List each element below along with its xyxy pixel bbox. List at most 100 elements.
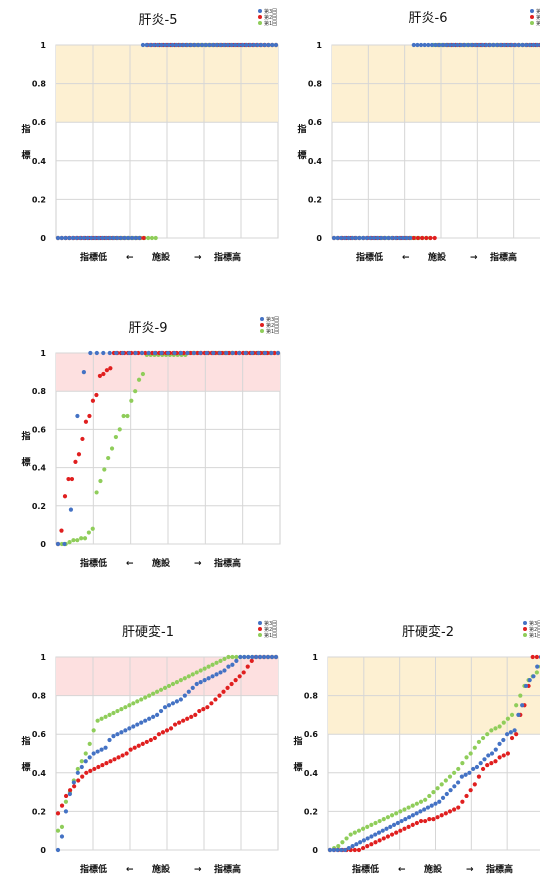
data-point-2 [472,782,477,787]
data-point-1 [144,42,149,48]
data-point-3 [352,830,357,835]
data-point-3 [94,490,99,495]
data-point-1 [115,235,120,241]
data-point-3 [336,844,341,849]
data-point-2 [447,809,453,814]
legend-label: 第3回 [529,620,540,627]
data-point-1 [89,235,94,241]
chart-title: 肝炎-5 [139,13,178,28]
legend-label: 第3回 [264,8,277,15]
data-point-1 [151,42,157,48]
data-point-2 [476,774,482,779]
data-point-2 [414,820,419,826]
data-point-1 [418,42,424,48]
y-axis-label: 標 [297,149,306,161]
legend-label: 第1回 [536,20,540,27]
data-point-1 [265,654,271,660]
data-point-1 [135,722,140,727]
data-point-1 [395,820,400,826]
legend-label: 第1回 [264,632,277,639]
data-point-2 [97,373,103,379]
data-point-2 [439,813,444,818]
data-point-3 [423,797,428,802]
data-point-3 [505,716,511,721]
data-point-1 [447,42,453,48]
data-point-3 [79,759,84,764]
data-point-3 [202,666,207,671]
data-point-1 [222,668,227,673]
data-point-2 [381,836,386,841]
data-point-1 [87,755,92,760]
data-point-3 [131,701,136,706]
data-point-3 [472,745,477,750]
data-point-2 [152,735,157,741]
data-point-3 [75,766,80,772]
data-point-1 [165,350,171,356]
data-point-1 [382,235,387,241]
data-point-1 [502,42,507,48]
data-point-3 [460,761,465,766]
data-point-1 [158,708,164,714]
data-point-1 [250,654,255,660]
data-point-2 [164,728,170,733]
legend-marker [530,15,534,19]
data-point-1 [456,780,461,785]
data-point-1 [482,757,487,762]
data-point-1 [230,350,235,356]
data-point-1 [498,42,503,48]
data-point-1 [429,42,435,48]
data-point-3 [389,813,395,818]
data-point-1 [411,42,416,48]
data-point-3 [356,828,362,833]
data-point-1 [222,42,227,48]
y-tick-label: 1 [40,349,46,358]
data-point-2 [227,350,232,356]
data-point-1 [126,235,131,241]
data-point-2 [213,697,218,702]
x-label-high: 指標高 [486,863,513,875]
data-point-2 [411,235,416,241]
data-point-1 [448,788,453,793]
legend-marker [260,323,264,327]
chart-title: 肝硬変-1 [122,624,174,640]
data-point-3 [360,826,366,831]
data-point-2 [197,708,202,714]
data-point-3 [427,793,432,799]
data-point-1 [238,654,243,660]
data-point-2 [534,654,539,660]
data-point-1 [463,772,468,777]
data-point-1 [202,678,207,683]
y-tick-label: 0.2 [32,502,46,511]
data-point-1 [444,42,449,48]
data-point-2 [464,793,469,799]
data-point-2 [90,398,96,403]
legend-marker [530,21,534,25]
data-point-3 [226,654,231,660]
data-point-3 [153,235,158,241]
data-point-1 [327,847,333,853]
data-point-1 [275,350,281,356]
data-point-1 [444,791,449,797]
data-point-1 [513,42,518,48]
x-label-low: 指標低 [356,251,383,263]
data-point-1 [155,42,160,48]
y-tick-label: 0 [40,846,46,855]
data-point-2 [116,755,121,760]
data-point-1 [133,235,138,241]
data-point-3 [435,786,440,791]
data-point-1 [127,350,132,356]
data-point-1 [380,828,385,833]
chart-title: 肝炎-9 [129,321,168,336]
data-point-2 [237,674,242,679]
data-point-3 [75,538,80,543]
data-point-1 [273,42,279,48]
data-point-1 [210,674,215,679]
data-point-1 [259,42,264,48]
data-point-3 [485,732,490,737]
data-point-3 [99,716,104,721]
data-point-2 [104,761,109,766]
data-point-3 [107,712,112,717]
data-point-1 [473,42,478,48]
data-point-3 [464,755,469,760]
data-point-1 [346,845,351,851]
